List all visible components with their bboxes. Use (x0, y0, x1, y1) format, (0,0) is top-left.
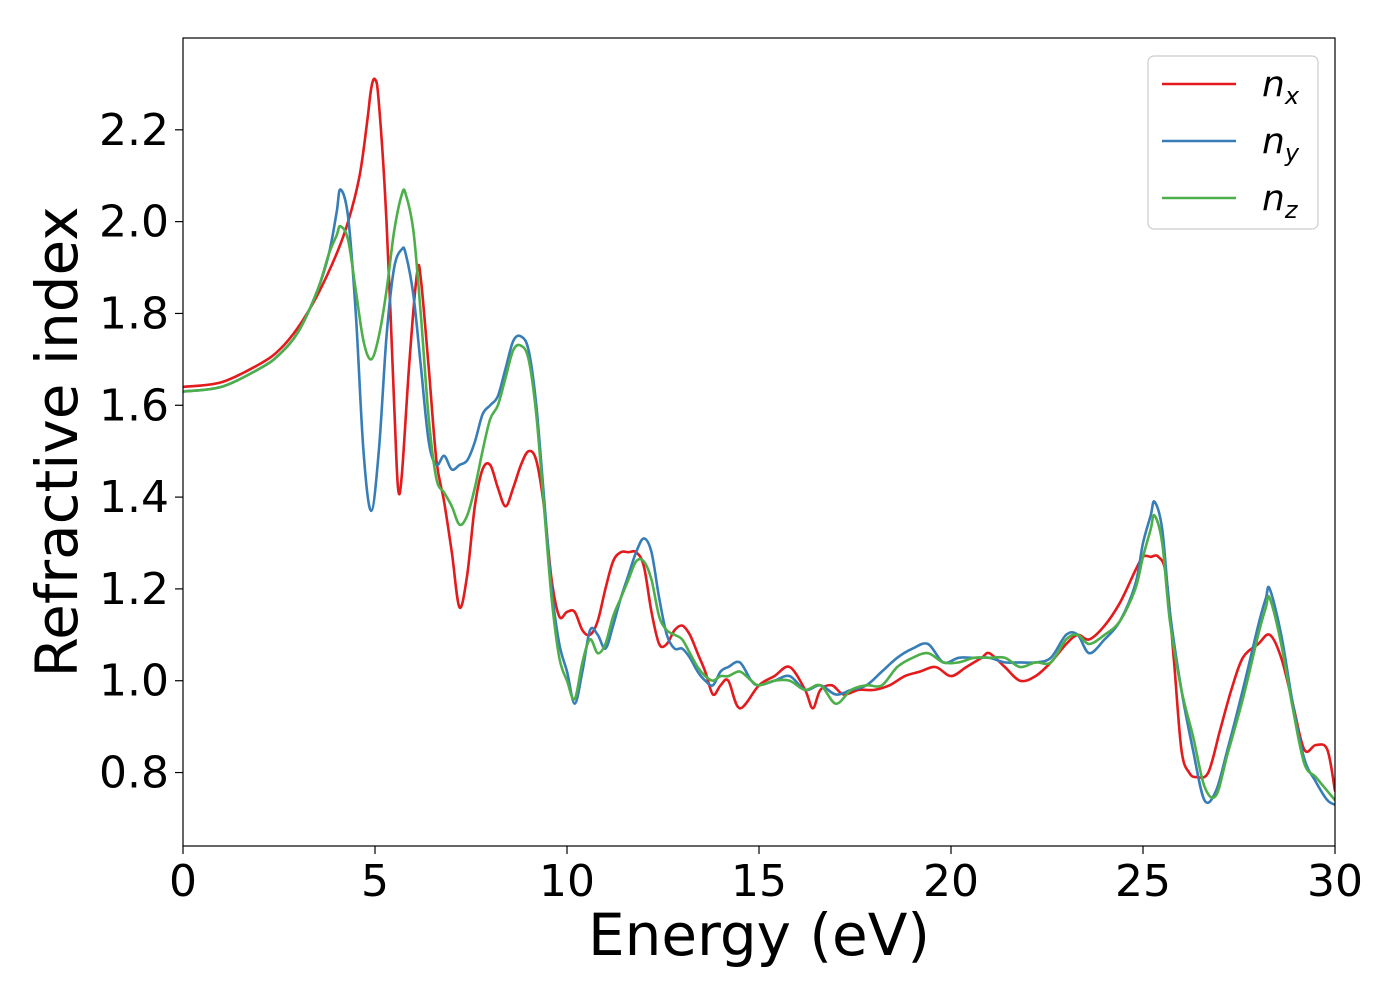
y-tick-label: 1.2 (99, 564, 169, 615)
y-tick-label: 2.2 (99, 105, 169, 156)
x-tick-label: 20 (923, 856, 979, 907)
series-layer (183, 77, 1335, 806)
y-tick-label: 1.4 (99, 472, 169, 523)
legend-label-z: nz (1262, 178, 1299, 224)
y-tick-label: 2.0 (99, 197, 169, 248)
x-axis-ticks: 0 5 10 15 20 25 30 (169, 846, 1363, 907)
y-axis-ticks: 0.8 1.0 1.2 1.4 1.6 1.8 2.0 2.2 (99, 105, 183, 799)
x-tick-label: 15 (731, 856, 787, 907)
legend-label-y: ny (1262, 121, 1300, 167)
x-tick-label: 0 (169, 856, 197, 907)
legend: nx ny nz (1147, 55, 1319, 230)
x-tick-label: 5 (361, 856, 389, 907)
y-axis-title: Refractive index (23, 206, 91, 677)
series-line-z (183, 188, 1335, 802)
y-tick-label: 1.6 (99, 380, 169, 431)
x-tick-label: 30 (1307, 856, 1363, 907)
legend-box (1147, 55, 1319, 230)
y-tick-label: 1.0 (99, 656, 169, 707)
y-tick-label: 0.8 (99, 748, 169, 799)
series-line-x (183, 77, 1335, 793)
x-tick-label: 10 (539, 856, 595, 907)
y-tick-label: 1.8 (99, 288, 169, 339)
series-line-y (183, 188, 1335, 806)
x-axis-title: Energy (eV) (588, 901, 930, 969)
x-tick-label: 25 (1115, 856, 1171, 907)
legend-label-x: nx (1262, 64, 1300, 110)
